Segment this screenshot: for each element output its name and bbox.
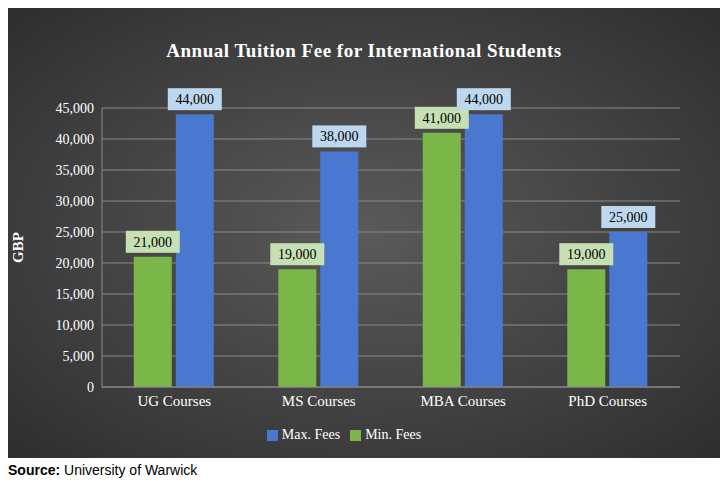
svg-text:20,000: 20,000 bbox=[56, 256, 95, 271]
svg-text:MBA Courses: MBA Courses bbox=[421, 393, 507, 409]
svg-text:41,000: 41,000 bbox=[423, 111, 462, 126]
svg-text:5,000: 5,000 bbox=[63, 349, 95, 364]
svg-text:0: 0 bbox=[87, 380, 94, 395]
html-text:Min. Fees: Min. Fees bbox=[365, 427, 422, 442]
svg-text:MS Courses: MS Courses bbox=[282, 393, 356, 409]
svg-text:UG Courses: UG Courses bbox=[137, 393, 211, 409]
svg-text:25,000: 25,000 bbox=[56, 225, 95, 240]
html-text:Max. Fees: Max. Fees bbox=[281, 427, 341, 442]
svg-text:19,000: 19,000 bbox=[567, 247, 606, 262]
svg-text:44,000: 44,000 bbox=[176, 92, 215, 107]
svg-text:15,000: 15,000 bbox=[56, 287, 95, 302]
svg-text:21,000: 21,000 bbox=[134, 235, 173, 250]
html-text:Annual Tuition Fee for Interna: Annual Tuition Fee for International Stu… bbox=[166, 40, 562, 61]
svg-text:10,000: 10,000 bbox=[56, 318, 95, 333]
svg-text:PhD Courses: PhD Courses bbox=[568, 393, 647, 409]
svg-text:30,000: 30,000 bbox=[56, 194, 95, 209]
svg-text:19,000: 19,000 bbox=[278, 247, 317, 262]
svg-text:40,000: 40,000 bbox=[56, 132, 95, 147]
svg-text:44,000: 44,000 bbox=[465, 92, 504, 107]
svg-text:35,000: 35,000 bbox=[56, 163, 95, 178]
html-text:Source: University of Warwick: Source: University of Warwick bbox=[8, 462, 198, 478]
svg-text:45,000: 45,000 bbox=[56, 101, 95, 116]
svg-text:GBP: GBP bbox=[10, 232, 26, 263]
svg-text:38,000: 38,000 bbox=[320, 129, 359, 144]
svg-text:25,000: 25,000 bbox=[609, 210, 648, 225]
